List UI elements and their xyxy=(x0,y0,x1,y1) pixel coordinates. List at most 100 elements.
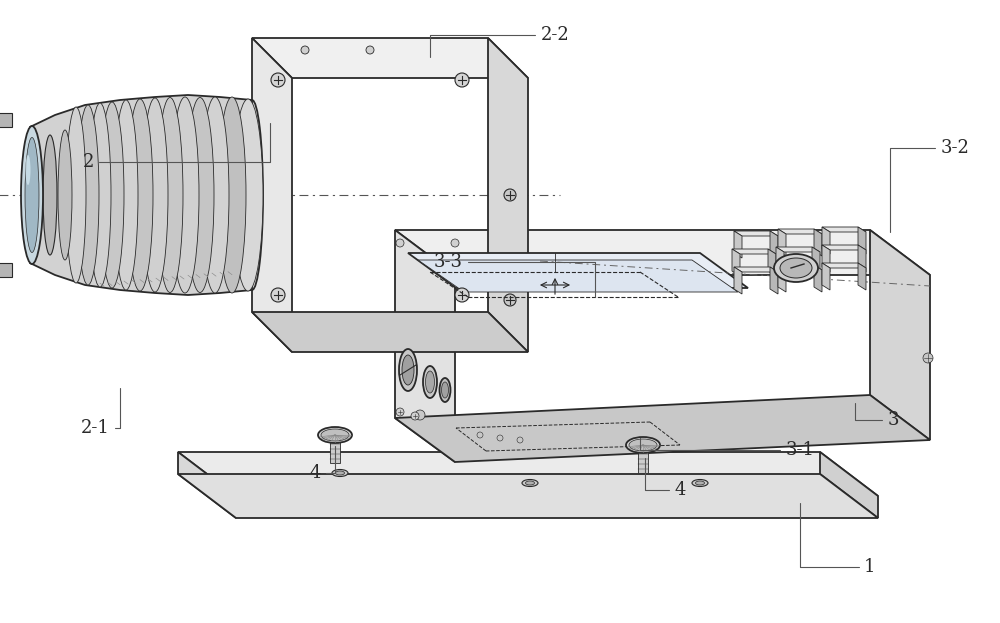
Polygon shape xyxy=(488,38,528,352)
Polygon shape xyxy=(778,229,822,234)
Polygon shape xyxy=(858,263,866,290)
Ellipse shape xyxy=(399,349,417,391)
Polygon shape xyxy=(778,265,786,292)
Circle shape xyxy=(477,432,483,438)
Polygon shape xyxy=(822,263,866,268)
Polygon shape xyxy=(0,263,12,277)
Ellipse shape xyxy=(21,126,43,264)
Text: 2-2: 2-2 xyxy=(430,26,569,57)
Polygon shape xyxy=(0,113,12,127)
Ellipse shape xyxy=(442,382,448,398)
Circle shape xyxy=(455,73,469,87)
Circle shape xyxy=(411,412,419,420)
Polygon shape xyxy=(178,474,878,518)
Polygon shape xyxy=(408,253,748,288)
Polygon shape xyxy=(178,452,878,496)
Ellipse shape xyxy=(127,99,153,291)
Polygon shape xyxy=(814,229,822,256)
Circle shape xyxy=(396,408,404,416)
Ellipse shape xyxy=(114,100,138,290)
Text: 4: 4 xyxy=(645,458,686,499)
Polygon shape xyxy=(770,231,778,258)
Ellipse shape xyxy=(402,355,414,385)
Ellipse shape xyxy=(43,135,57,255)
Polygon shape xyxy=(252,312,528,352)
Ellipse shape xyxy=(26,155,30,185)
Ellipse shape xyxy=(318,427,352,443)
Circle shape xyxy=(366,46,374,54)
Polygon shape xyxy=(330,435,340,463)
Polygon shape xyxy=(822,245,830,272)
Ellipse shape xyxy=(25,138,39,252)
Polygon shape xyxy=(812,247,820,274)
Polygon shape xyxy=(252,38,292,352)
Ellipse shape xyxy=(100,102,124,288)
Text: 3-1: 3-1 xyxy=(640,438,814,459)
Polygon shape xyxy=(776,247,784,274)
Ellipse shape xyxy=(157,98,183,293)
Polygon shape xyxy=(820,452,878,518)
Ellipse shape xyxy=(332,470,348,477)
Ellipse shape xyxy=(526,481,534,485)
Ellipse shape xyxy=(218,97,246,293)
Ellipse shape xyxy=(201,97,229,293)
Ellipse shape xyxy=(77,105,99,285)
Polygon shape xyxy=(870,230,930,440)
Polygon shape xyxy=(178,452,236,518)
Ellipse shape xyxy=(423,366,437,398)
Polygon shape xyxy=(822,227,866,232)
Circle shape xyxy=(455,288,469,302)
Polygon shape xyxy=(768,249,776,276)
Ellipse shape xyxy=(692,480,708,487)
Circle shape xyxy=(517,437,523,443)
Polygon shape xyxy=(734,231,778,236)
Ellipse shape xyxy=(89,103,111,287)
Ellipse shape xyxy=(440,378,450,402)
Polygon shape xyxy=(858,245,866,272)
Circle shape xyxy=(301,46,309,54)
Polygon shape xyxy=(734,267,742,294)
Ellipse shape xyxy=(629,439,657,451)
Circle shape xyxy=(504,294,516,306)
Ellipse shape xyxy=(522,480,538,487)
Circle shape xyxy=(451,239,459,247)
Ellipse shape xyxy=(336,471,344,475)
Ellipse shape xyxy=(66,107,86,283)
Polygon shape xyxy=(732,249,740,276)
Ellipse shape xyxy=(233,99,263,291)
Polygon shape xyxy=(252,38,528,78)
Circle shape xyxy=(271,73,285,87)
Ellipse shape xyxy=(780,258,812,278)
Polygon shape xyxy=(638,445,648,473)
Ellipse shape xyxy=(696,481,704,485)
Circle shape xyxy=(497,435,503,441)
Ellipse shape xyxy=(171,97,199,293)
Polygon shape xyxy=(778,229,786,256)
Polygon shape xyxy=(734,231,742,258)
Ellipse shape xyxy=(321,429,349,441)
Text: 1: 1 xyxy=(800,503,876,576)
Polygon shape xyxy=(734,267,778,272)
Ellipse shape xyxy=(426,371,434,393)
Polygon shape xyxy=(418,260,738,292)
Circle shape xyxy=(923,353,933,363)
Text: 2: 2 xyxy=(82,123,270,171)
Polygon shape xyxy=(858,227,866,254)
Circle shape xyxy=(415,410,425,420)
Polygon shape xyxy=(770,267,778,294)
Text: 3-3: 3-3 xyxy=(434,253,595,297)
Text: 2-1: 2-1 xyxy=(81,388,120,437)
Circle shape xyxy=(271,288,285,302)
Text: 3: 3 xyxy=(855,403,899,429)
Ellipse shape xyxy=(241,100,263,290)
Circle shape xyxy=(504,189,516,201)
Ellipse shape xyxy=(142,98,168,292)
Polygon shape xyxy=(778,265,822,270)
Polygon shape xyxy=(822,263,830,290)
Polygon shape xyxy=(822,245,866,250)
Polygon shape xyxy=(30,95,252,295)
Polygon shape xyxy=(395,230,930,275)
Polygon shape xyxy=(822,227,830,254)
Polygon shape xyxy=(732,249,776,254)
Text: 4: 4 xyxy=(309,446,335,482)
